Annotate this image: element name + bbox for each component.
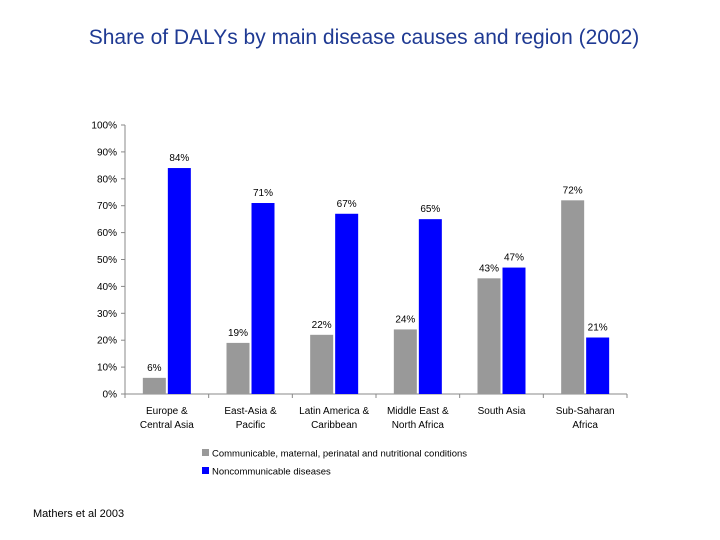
legend-label: Noncommunicable diseases xyxy=(212,467,331,478)
legend-swatch xyxy=(202,449,209,456)
source-citation: Mathers et al 2003 xyxy=(33,508,125,520)
bar-noncommunicable xyxy=(335,213,359,394)
data-label: 19% xyxy=(228,328,248,339)
y-tick-label: 40% xyxy=(97,282,117,293)
y-tick-label: 100% xyxy=(91,121,117,132)
x-tick-label: South Asia xyxy=(478,406,526,417)
x-tick-label: Middle East & xyxy=(387,406,449,417)
x-tick-label: East-Asia & xyxy=(224,406,277,417)
x-tick-label: Europe & xyxy=(146,406,188,417)
data-label: 21% xyxy=(588,323,608,334)
bar-noncommunicable xyxy=(502,267,526,394)
data-label: 22% xyxy=(312,320,332,331)
x-tick-label: Sub-Saharan xyxy=(556,406,615,417)
x-tick-label: Central Asia xyxy=(140,420,194,431)
bar-noncommunicable xyxy=(418,219,442,394)
y-tick-label: 30% xyxy=(97,309,117,320)
y-tick-label: 20% xyxy=(97,336,117,347)
y-tick-label: 50% xyxy=(97,255,117,266)
legend-swatch xyxy=(202,467,209,474)
y-tick-label: 60% xyxy=(97,228,117,239)
bar-communicable xyxy=(310,334,334,394)
y-tick-label: 0% xyxy=(103,390,118,401)
data-label: 43% xyxy=(479,263,499,274)
bar-communicable xyxy=(477,278,501,394)
chart-title: Share of DALYs by main disease causes an… xyxy=(88,26,640,49)
bar-communicable xyxy=(393,329,417,394)
bar-communicable xyxy=(142,377,166,394)
bar-noncommunicable xyxy=(167,168,191,394)
data-label: 24% xyxy=(395,314,415,325)
legend-label: Communicable, maternal, perinatal and nu… xyxy=(212,449,467,460)
data-label: 47% xyxy=(504,253,524,264)
x-tick-label: Latin America & xyxy=(299,406,369,417)
bar-noncommunicable xyxy=(586,337,610,394)
data-label: 65% xyxy=(420,204,440,215)
data-label: 84% xyxy=(169,153,189,164)
x-tick-label: Africa xyxy=(572,420,598,431)
y-tick-label: 90% xyxy=(97,147,117,158)
x-tick-label: Caribbean xyxy=(311,420,357,431)
bar-communicable xyxy=(561,200,585,394)
bar-communicable xyxy=(226,342,250,394)
bar-noncommunicable xyxy=(251,203,275,394)
data-label: 72% xyxy=(563,185,583,196)
x-tick-label: Pacific xyxy=(236,420,265,431)
y-tick-label: 80% xyxy=(97,174,117,185)
data-label: 71% xyxy=(253,188,273,199)
y-tick-label: 10% xyxy=(97,363,117,374)
x-tick-label: North Africa xyxy=(392,420,445,431)
y-tick-label: 70% xyxy=(97,201,117,212)
data-label: 67% xyxy=(337,199,357,210)
data-label: 6% xyxy=(147,363,162,374)
